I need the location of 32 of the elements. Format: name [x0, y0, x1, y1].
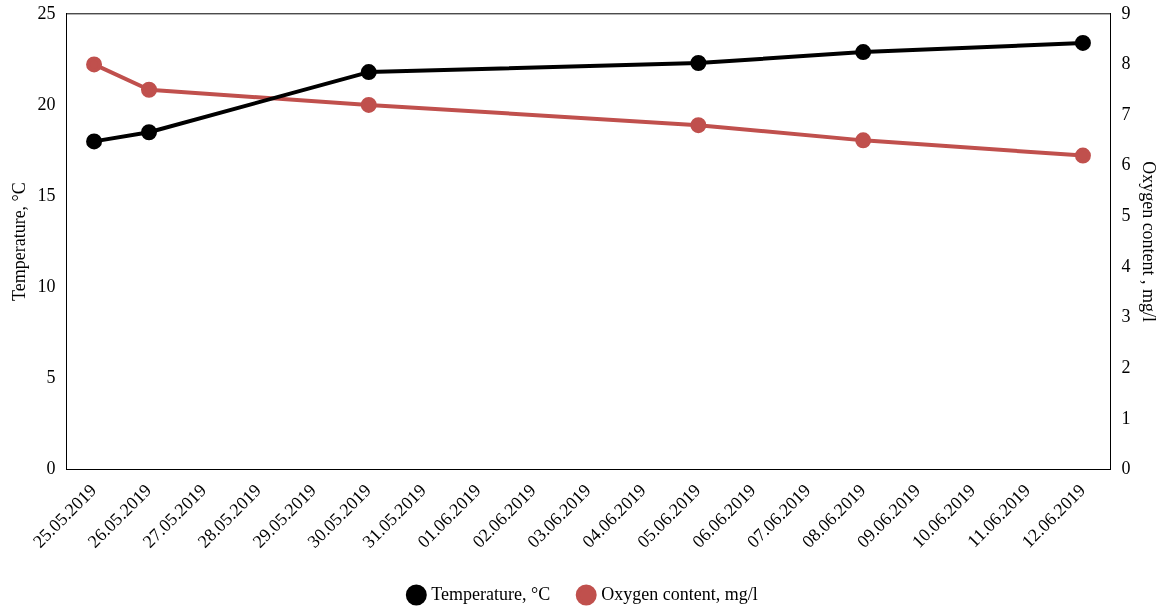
- y-tick-label: 20: [37, 93, 56, 114]
- y-tick-label: 0: [46, 458, 56, 479]
- y2-tick-label: 2: [1121, 356, 1131, 377]
- y-tick-label: 10: [37, 275, 56, 296]
- y-tick-label: 5: [46, 367, 56, 388]
- y2-tick-label: 3: [1121, 306, 1131, 327]
- y2-tick-label: 6: [1121, 154, 1131, 175]
- point: [86, 133, 103, 150]
- legend-label: Oxygen content, mg/l: [601, 583, 758, 604]
- point: [1074, 147, 1091, 164]
- y-tick-label: 15: [37, 184, 56, 205]
- legend-label: Temperature, °C: [431, 583, 551, 604]
- point: [360, 64, 377, 81]
- y2-tick-label: 7: [1121, 103, 1131, 124]
- point: [141, 81, 158, 98]
- point: [855, 132, 872, 149]
- point: [690, 55, 707, 72]
- y2-tick-label: 0: [1121, 458, 1131, 479]
- point: [690, 117, 707, 134]
- y2-axis-title: Oxygen content , mg/l: [1139, 161, 1160, 323]
- y-axis-title: Temperature, °C: [8, 182, 29, 302]
- point: [360, 96, 377, 113]
- point: [1074, 34, 1091, 51]
- y2-tick-label: 9: [1121, 2, 1131, 23]
- y-tick-label: 25: [37, 2, 56, 23]
- point: [86, 56, 103, 73]
- point: [141, 124, 158, 141]
- y2-tick-label: 1: [1121, 407, 1131, 428]
- y2-tick-label: 8: [1121, 53, 1131, 74]
- y2-tick-label: 5: [1121, 205, 1131, 226]
- point: [855, 44, 872, 61]
- y2-tick-label: 4: [1121, 255, 1131, 276]
